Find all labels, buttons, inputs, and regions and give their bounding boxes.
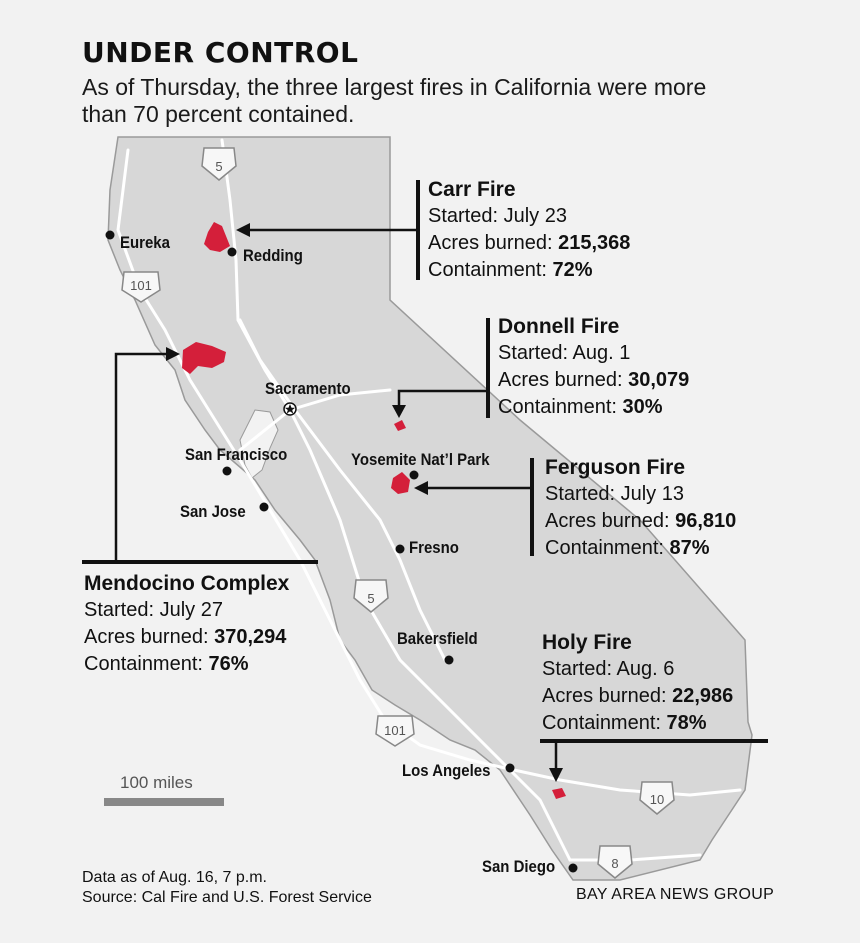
carr-fire-callout: Carr Fire Started: July 23 Acres burned:… (428, 176, 630, 284)
san-francisco-dot (222, 466, 232, 476)
mendocino-fire-perimeter (182, 342, 226, 374)
los-angeles-dot (505, 763, 515, 773)
city-label-san-diego: San Diego (482, 857, 556, 876)
city-markers (105, 230, 578, 873)
redding-dot (227, 247, 237, 257)
san-jose-dot (259, 502, 269, 512)
footnote: Data as of Aug. 16, 7 p.m. Source: Cal F… (82, 868, 372, 908)
city-label-redding: Redding (243, 246, 303, 265)
carr-fire-containment: Containment: 72% (428, 259, 593, 281)
svg-text:5: 5 (367, 591, 374, 606)
mendocino-fire-acres: Acres burned: 370,294 (84, 626, 287, 648)
city-label-sacramento: Sacramento (265, 379, 351, 398)
page-title: UNDER CONTROL (82, 36, 359, 69)
donnell-callout-pointer (397, 389, 488, 410)
holy-fire-acres: Acres burned: 22,986 (542, 685, 734, 707)
us-101-north-shield: 101 (121, 271, 161, 303)
carr-arrowhead (236, 223, 250, 237)
donnell-fire-perimeter (394, 420, 406, 431)
city-label-san-jose: San Jose (180, 502, 246, 521)
source-note: Source: Cal Fire and U.S. Forest Service (82, 889, 372, 906)
holy-arrowhead (549, 768, 563, 782)
holy-fire-started: Started: Aug. 6 (542, 658, 675, 680)
city-label-los-angeles: Los Angeles (402, 761, 491, 780)
data-note: Data as of Aug. 16, 7 p.m. (82, 869, 267, 886)
interstate-5-south-shield: 5 (353, 579, 389, 613)
city-label-san-francisco: San Francisco (185, 445, 288, 464)
svg-text:10: 10 (650, 792, 664, 807)
ferguson-fire-acres: Acres burned: 96,810 (545, 510, 737, 532)
publisher-credit: BAY AREA NEWS GROUP (576, 886, 775, 903)
mendocino-fire-started: Started: July 27 (84, 599, 223, 621)
svg-text:101: 101 (384, 723, 406, 738)
holy-fire-name: Holy Fire (542, 631, 632, 654)
holy-fire-callout: Holy Fire Started: Aug. 6 Acres burned: … (542, 629, 733, 737)
city-label-bakersfield: Bakersfield (397, 629, 478, 648)
ferguson-fire-started: Started: July 13 (545, 483, 684, 505)
svg-text:8: 8 (611, 856, 618, 871)
donnell-arrowhead (392, 405, 406, 418)
ferguson-arrowhead (414, 481, 428, 495)
scale-bar-label: 100 miles (120, 773, 193, 792)
interstate-5 (220, 138, 572, 862)
ferguson-fire-name: Ferguson Fire (545, 456, 686, 479)
city-label-fresno: Fresno (409, 538, 459, 557)
callout-lines (82, 180, 768, 772)
scale-bar (104, 798, 224, 806)
ferguson-fire-callout: Ferguson Fire Started: July 13 Acres bur… (545, 454, 736, 562)
eureka-dot (105, 230, 115, 240)
svg-text:5: 5 (215, 159, 222, 174)
fire-perimeters (182, 222, 566, 799)
donnell-fire-callout: Donnell Fire Started: Aug. 1 Acres burne… (498, 313, 689, 421)
carr-fire-acres: Acres burned: 215,368 (428, 232, 631, 254)
ca-99 (238, 318, 447, 662)
interstate-10-shield: 10 (639, 781, 675, 815)
city-label-eureka: Eureka (120, 233, 170, 252)
carr-fire-name: Carr Fire (428, 178, 516, 201)
california-landmass (107, 136, 753, 881)
mendocino-fire-name: Mendocino Complex (84, 572, 290, 595)
interstate-10 (503, 766, 742, 797)
donnell-fire-acres: Acres burned: 30,079 (498, 369, 690, 391)
us-101-south-shield: 101 (375, 715, 415, 747)
carr-fire-started: Started: July 23 (428, 205, 567, 227)
carr-fire-perimeter (204, 222, 230, 252)
interstate-80 (238, 388, 392, 452)
mendocino-fire-callout: Mendocino Complex Started: July 27 Acres… (84, 570, 289, 678)
interstate-8-shield: 8 (597, 845, 633, 879)
bakersfield-dot (444, 655, 454, 665)
holy-fire-containment: Containment: 78% (542, 712, 707, 734)
callout-arrowheads (166, 223, 563, 782)
mendocino-fire-containment: Containment: 76% (84, 653, 249, 675)
mendocino-callout-pointer (114, 352, 170, 562)
donnell-fire-containment: Containment: 30% (498, 396, 663, 418)
sacramento-capital-icon (283, 402, 297, 416)
holy-fire-perimeter (552, 788, 566, 799)
yosemite-dot (409, 470, 419, 480)
san-diego-dot (568, 863, 578, 873)
donnell-fire-started: Started: Aug. 1 (498, 342, 631, 364)
ferguson-fire-containment: Containment: 87% (545, 537, 710, 559)
page-subtitle: As of Thursday, the three largest fires … (82, 74, 707, 127)
ferguson-fire-perimeter (391, 472, 410, 494)
donnell-fire-name: Donnell Fire (498, 315, 620, 338)
interstate-5-north-shield: 5 (201, 147, 237, 181)
mendocino-arrowhead (166, 347, 180, 361)
city-label-yosemite: Yosemite Nat’l Park (351, 450, 490, 469)
fresno-dot (395, 544, 405, 554)
svg-text:101: 101 (130, 278, 152, 293)
